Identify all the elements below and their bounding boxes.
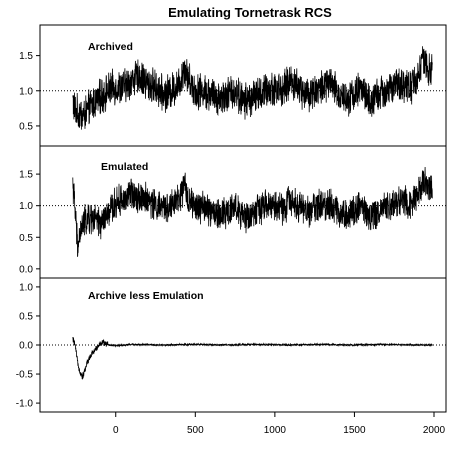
y-tick-label: -0.5 xyxy=(16,370,34,381)
panel-1: 0.5 1.0 1.5 Archived xyxy=(19,24,447,147)
panel-3: -1.0 -0.5 0.0 0.5 1.0 Archive less Emulation xyxy=(16,277,447,413)
panel-label: Emulated xyxy=(101,161,148,173)
y-tick-label: 1.5 xyxy=(19,170,33,181)
y-tick-label: -1.0 xyxy=(16,399,34,410)
chart-title: Emulating Tornetrask RCS xyxy=(168,5,332,20)
y-tick-label: 1.0 xyxy=(19,201,33,212)
panels: 0.5 1.0 1.5 Archived 0.0 0.5 1.0 1.5 Emulated -1.… xyxy=(16,24,447,413)
y-tick-label: 1.0 xyxy=(19,86,33,97)
panel-2: 0.0 0.5 1.0 1.5 Emulated xyxy=(19,145,447,279)
panel-label: Archived xyxy=(88,41,133,53)
panel-label: Archive less Emulation xyxy=(88,290,204,302)
y-tick-label: 0.5 xyxy=(19,121,33,132)
x-tick-label: 500 xyxy=(187,425,204,436)
y-tick-label: 0.5 xyxy=(19,233,33,244)
y-tick-label: 0.5 xyxy=(19,311,33,322)
y-tick-label: 1.5 xyxy=(19,51,33,62)
series-line xyxy=(72,166,433,257)
y-tick-label: 1.0 xyxy=(19,282,33,293)
y-tick-label: 0.0 xyxy=(19,264,33,275)
y-tick-label: 0.0 xyxy=(19,341,33,352)
x-tick-label: 1500 xyxy=(343,425,366,436)
series-line xyxy=(72,337,433,380)
x-tick-label: 2000 xyxy=(423,425,446,436)
x-tick-label: 0 xyxy=(113,425,119,436)
series-line xyxy=(72,46,433,130)
x-axis: 0 500 1000 1500 2000 xyxy=(113,412,446,436)
x-tick-label: 1000 xyxy=(264,425,287,436)
